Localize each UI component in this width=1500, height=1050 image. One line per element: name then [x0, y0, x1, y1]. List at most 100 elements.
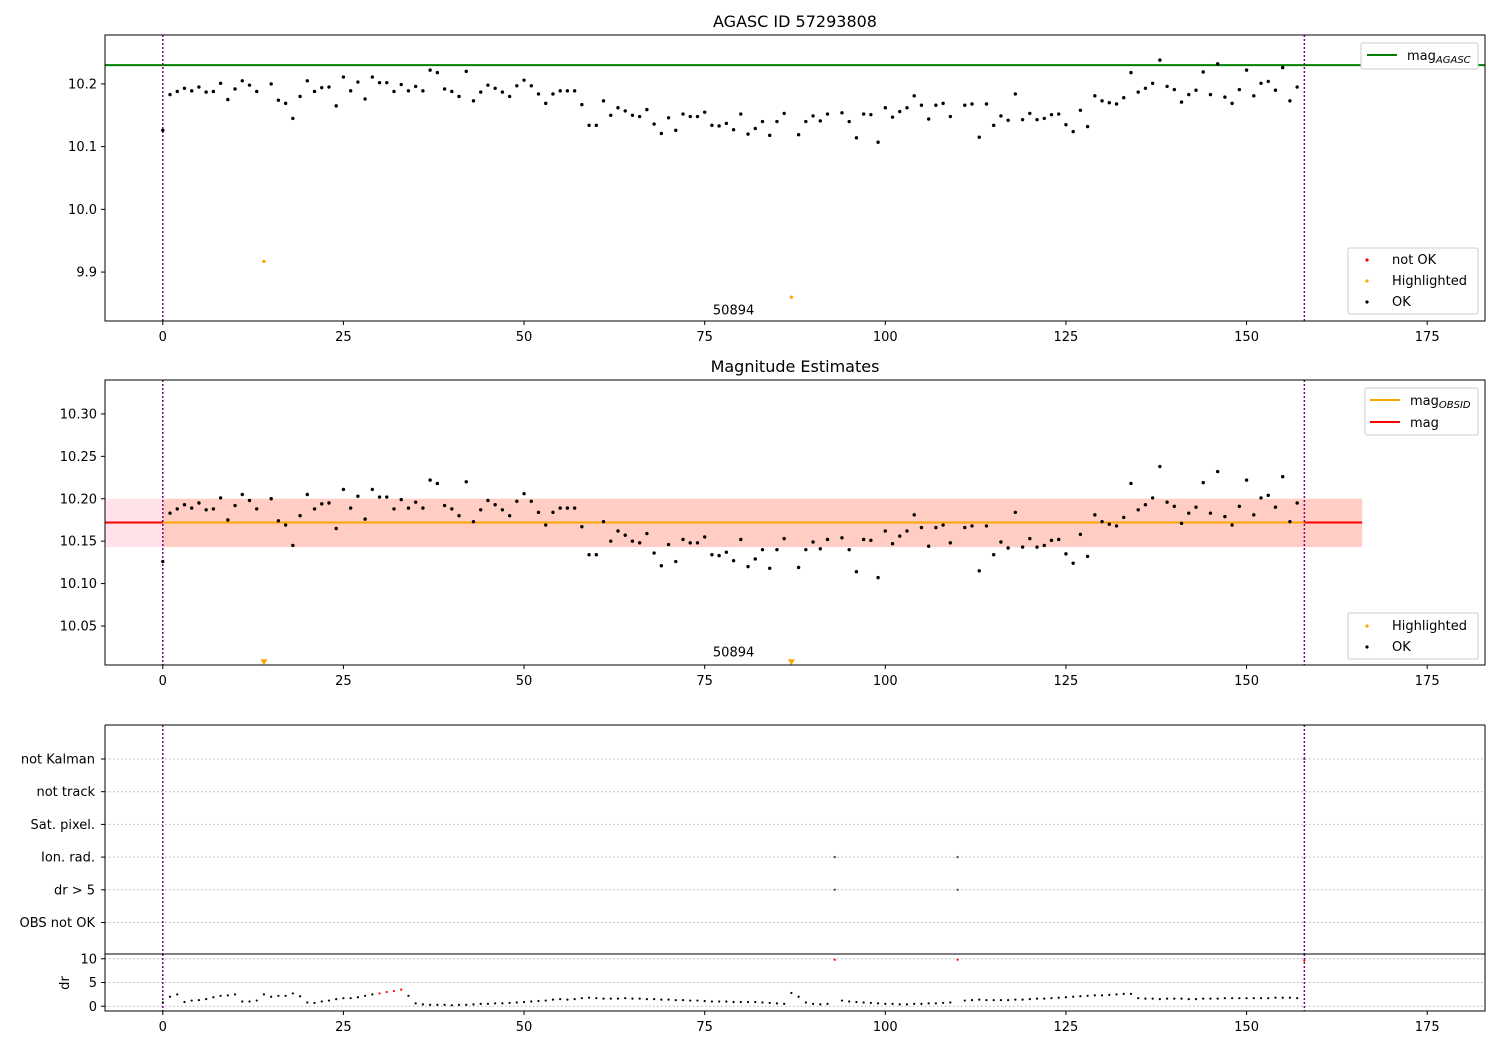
agasc-ok-point: [500, 90, 505, 94]
magnitude-axes: 0 25 50 75 100 125 150 175 10.05 10.10 10.15 10.20 1…: [60, 379, 1486, 689]
dr-ok-point: [494, 1002, 497, 1005]
flag-point: [833, 855, 836, 859]
legend-label-ok: OK: [1392, 640, 1411, 655]
dr-ok-point: [255, 999, 258, 1002]
magnitude-ok-point: [746, 564, 750, 569]
dr-ok-point: [176, 993, 179, 996]
agasc-ok-point: [739, 112, 743, 116]
dr-ok-point: [1122, 992, 1125, 996]
agasc-ok-point: [840, 111, 844, 115]
dr-ok-point: [168, 995, 172, 998]
magnitude-ok-point: [991, 553, 996, 557]
agasc-ok-point: [536, 92, 541, 96]
agasc-ok-point: [731, 128, 736, 132]
agasc-ok-point: [182, 86, 187, 91]
magnitude-ok-point: [551, 510, 555, 515]
agasc-ok-point: [1042, 116, 1046, 121]
agasc-ok-point: [1028, 111, 1032, 116]
magnitude-ok-point: [1020, 545, 1025, 549]
dr-ok-point: [197, 998, 201, 1002]
agasc-ok-point: [948, 114, 953, 119]
dr-ok-point: [891, 1002, 894, 1005]
magnitude-ok-point: [999, 540, 1003, 544]
magnitude-ok-point: [356, 494, 360, 498]
agasc-ok-point: [681, 112, 685, 116]
agasc-ok-point: [717, 124, 721, 128]
agasc-ok-point: [695, 114, 700, 119]
agasc-ok-point: [796, 133, 801, 137]
dr-ok-point: [667, 998, 670, 1001]
magnitude-ok-point: [385, 495, 389, 499]
dr-ok-point: [927, 1002, 930, 1005]
magnitude-ok-point: [580, 525, 584, 529]
legend-label-mag-agasc: magAGASC: [1407, 49, 1471, 66]
dr-ok-point: [1100, 994, 1104, 997]
agasc-ok-point: [883, 106, 888, 110]
agasc-ok-point: [898, 109, 902, 114]
magnitude-ok-point: [674, 559, 678, 564]
dr-ok-point: [1028, 998, 1031, 1001]
dr-ytick-label: 0: [89, 1000, 97, 1015]
dr-ok-point: [407, 994, 410, 997]
agasc-ok-point: [847, 119, 851, 124]
dr-ok-point: [306, 1001, 309, 1004]
agasc-ok-point: [1150, 81, 1155, 85]
agasc-ok-point: [1172, 87, 1177, 92]
agasc-ok-point: [1208, 92, 1213, 97]
dr-ok-point: [660, 998, 663, 1001]
dr-ok-point: [226, 994, 229, 997]
dr-ok-point: [999, 998, 1003, 1002]
magnitude-ok-point: [240, 492, 244, 497]
dr-ok-point: [472, 1003, 475, 1006]
agasc-ok-point: [450, 89, 454, 94]
dr-ok-point: [942, 1001, 945, 1005]
magnitude-ok-point: [702, 535, 707, 539]
dr-ok-point: [573, 998, 576, 1001]
agasc-ok-point: [825, 112, 830, 116]
dr-ok-point: [1137, 997, 1140, 1000]
magnitude-ok-point: [717, 553, 721, 558]
dr-ok-point: [1144, 997, 1147, 1000]
magnitude-ok-point: [1295, 501, 1299, 505]
flag-point: [833, 888, 836, 891]
agasc-ok-point: [493, 86, 497, 91]
flags-plot-area: [105, 725, 1485, 954]
agasc-xtick-label: 75: [696, 330, 713, 345]
dr-ok-point: [219, 994, 222, 997]
dr-ok-point: [1231, 997, 1234, 1000]
legend-marker-highlighted: [1365, 279, 1369, 283]
dr-not-ok-point: [956, 958, 959, 961]
dr-ok-point: [992, 998, 995, 1002]
magnitude-ok-point: [464, 480, 468, 484]
agasc-ok-point: [1288, 99, 1292, 103]
dr-ok-point: [212, 996, 215, 999]
magnitude-ok-point: [255, 507, 259, 511]
agasc-ok-point: [370, 75, 375, 79]
agasc-ok-point: [1223, 95, 1227, 99]
dr-ok-point: [1238, 997, 1241, 1000]
flag-label: OBS not OK: [20, 916, 96, 931]
magnitude-ok-point: [659, 564, 664, 568]
dr-not-ok-point: [392, 989, 396, 993]
dr-ok-point: [205, 998, 208, 1001]
dr-ok-point: [559, 998, 562, 1001]
magnitude-ok-point: [890, 542, 895, 546]
dr-ok-point: [587, 996, 591, 999]
dr-ok-point: [689, 999, 692, 1002]
magnitude-xtick-label: 0: [159, 674, 167, 689]
agasc-ok-point: [1237, 87, 1242, 92]
agasc-ok-point: [984, 102, 989, 106]
agasc-ok-point: [724, 121, 729, 126]
flag-label: Ion. rad.: [41, 851, 95, 866]
magnitude-ok-point: [572, 506, 577, 510]
magnitude-ok-point: [175, 507, 179, 511]
dr-ok-point: [616, 997, 620, 1000]
magnitude-ok-point: [1259, 496, 1263, 500]
agasc-ok-point: [926, 117, 931, 121]
magnitude-ok-point: [348, 506, 353, 510]
dr-ok-point: [920, 1002, 923, 1005]
agasc-ok-point: [601, 99, 606, 103]
magnitude-ok-point: [1013, 510, 1018, 515]
dr-not-ok-point: [400, 988, 403, 991]
